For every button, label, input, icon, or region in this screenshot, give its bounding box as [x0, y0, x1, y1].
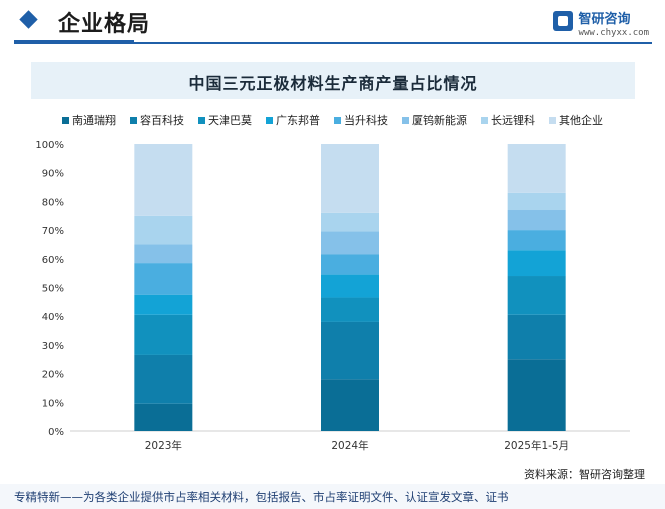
- bar-segment: [321, 254, 379, 275]
- legend-label: 当升科技: [344, 114, 388, 127]
- y-tick-label: 100%: [35, 140, 64, 151]
- header-divider: [14, 42, 652, 44]
- bar-segment: [507, 144, 566, 193]
- bar-segment: [507, 210, 566, 231]
- legend-label: 天津巴莫: [208, 114, 252, 127]
- bar-segment: [134, 314, 193, 355]
- legend-swatch: [481, 116, 488, 124]
- bar-segment: [507, 192, 566, 211]
- legend-swatch: [62, 116, 69, 124]
- x-tick-label: 2024年: [331, 439, 368, 452]
- bar-segment: [134, 354, 193, 404]
- bar-segment: [321, 321, 379, 380]
- legend-item: 天津巴莫: [198, 112, 252, 128]
- brand-url: www.chyxx.com: [578, 28, 649, 38]
- y-tick-label: 60%: [42, 255, 64, 266]
- x-tick-label: 2025年1-5月: [504, 439, 569, 452]
- y-tick-label: 20%: [42, 370, 64, 381]
- bar-segment: [134, 244, 193, 264]
- legend-label: 容百科技: [140, 114, 184, 127]
- bar-segment: [507, 359, 566, 431]
- chart-title: 中国三元正极材料生产商产量占比情况: [188, 74, 478, 93]
- legend-item: 容百科技: [130, 112, 184, 128]
- legend-label: 南通瑞翔: [72, 114, 116, 127]
- brand-logo: 智研咨询 www.chyxx.com: [552, 8, 649, 38]
- bar-segment: [321, 274, 379, 298]
- bar-segment: [134, 403, 193, 431]
- section-title: 企业格局: [58, 12, 151, 37]
- bar-segment: [321, 212, 379, 232]
- legend-swatch: [198, 116, 205, 124]
- bar-segment: [134, 263, 193, 295]
- bar-segment: [507, 276, 566, 315]
- legend-item: 广东邦普: [266, 112, 320, 128]
- legend-item: 当升科技: [334, 112, 388, 128]
- y-tick-label: 50%: [42, 284, 64, 295]
- chart-legend: 南通瑞翔 容百科技 天津巴莫 广东邦普 当升科技 厦钨新能源 长远锂科 其他企业: [0, 112, 665, 128]
- bar-segment: [507, 230, 566, 251]
- y-tick-label: 30%: [42, 341, 64, 352]
- legend-label: 广东邦普: [276, 114, 320, 127]
- legend-swatch: [402, 116, 409, 124]
- y-tick-label: 90%: [42, 169, 64, 180]
- header: 企业格局 智研咨询 www.chyxx.com: [0, 0, 665, 44]
- legend-label: 厦钨新能源: [412, 114, 467, 127]
- bar-segment: [134, 294, 193, 315]
- y-tick-label: 0%: [48, 427, 64, 438]
- legend-label: 其他企业: [559, 114, 603, 127]
- footer-text: 专精特新——为各类企业提供市占率相关材料，包括报告、市占率证明文件、认证宣发文章…: [14, 490, 509, 504]
- footer: 专精特新——为各类企业提供市占率相关材料，包括报告、市占率证明文件、认证宣发文章…: [0, 484, 665, 509]
- y-tick-label: 70%: [42, 226, 64, 237]
- brand-name: 智研咨询: [578, 12, 631, 27]
- legend-swatch: [130, 116, 137, 124]
- bar-segment: [321, 297, 379, 322]
- header-divider-accent: [14, 40, 134, 44]
- bar-segment: [507, 250, 566, 277]
- bar-segment: [134, 144, 193, 216]
- data-source: 资料来源：智研咨询整理: [524, 468, 645, 481]
- bar-segment: [321, 144, 379, 213]
- legend-label: 长远锂科: [491, 114, 535, 127]
- bar-segment: [507, 314, 566, 360]
- legend-item: 厦钨新能源: [402, 112, 467, 128]
- y-tick-label: 80%: [42, 197, 64, 208]
- stacked-bar-chart: 0% 10% 20% 30% 40% 50% 60% 70% 80% 90% 100% 2023年 20…: [35, 140, 630, 452]
- legend-swatch: [549, 116, 556, 124]
- legend-item: 南通瑞翔: [62, 112, 116, 128]
- diamond-icon: [19, 10, 38, 29]
- y-tick-label: 10%: [42, 398, 64, 409]
- bar-segment: [134, 215, 193, 245]
- bar-segment: [321, 231, 379, 255]
- x-tick-label: 2023年: [145, 439, 182, 452]
- bar-segment: [321, 379, 379, 431]
- legend-item: 长远锂科: [481, 112, 535, 128]
- legend-swatch: [266, 116, 273, 124]
- legend-item: 其他企业: [549, 112, 603, 128]
- legend-swatch: [334, 116, 341, 124]
- chart-title-band: 中国三元正极材料生产商产量占比情况: [31, 62, 635, 99]
- y-tick-label: 40%: [42, 312, 64, 323]
- brand-logo-icon: [552, 11, 573, 31]
